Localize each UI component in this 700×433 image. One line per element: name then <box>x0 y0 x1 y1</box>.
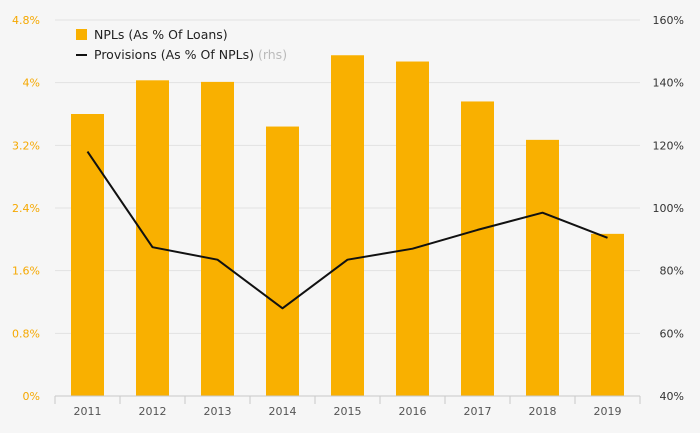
right-tick-label: 120% <box>653 139 684 152</box>
left-tick-label: 3.2% <box>12 139 40 152</box>
x-tick-label: 2017 <box>464 405 492 418</box>
npl-bar <box>201 81 234 396</box>
npl-bar <box>266 126 299 397</box>
right-tick-label: 80% <box>660 265 684 278</box>
npl-bar <box>461 101 494 396</box>
left-tick-label: 1.6% <box>12 265 40 278</box>
x-tick-label: 2011 <box>74 405 102 418</box>
npl-bar <box>396 61 429 397</box>
right-axis-ticks: 40% 60% 80% 100% 120% 140% 160% <box>653 14 684 403</box>
npl-bar <box>136 80 169 397</box>
right-tick-label: 160% <box>653 14 684 27</box>
npl-bar <box>331 55 364 396</box>
left-tick-label: 2.4% <box>12 202 40 215</box>
x-tick-label: 2018 <box>529 405 557 418</box>
x-axis-ticks: 2011 2012 2013 2014 2015 2016 2017 2018 2019 <box>54 396 641 418</box>
provisions-line-path <box>86 151 608 310</box>
npl-bar <box>526 139 559 396</box>
legend-label-provisions: Provisions (As % Of NPLs) (rhs) <box>94 47 287 62</box>
x-tick-label: 2015 <box>334 405 362 418</box>
x-tick-label: 2013 <box>204 405 232 418</box>
npl-bar <box>591 233 624 396</box>
left-tick-label: 0.8% <box>12 327 40 340</box>
npl-bars <box>71 55 624 397</box>
left-axis-ticks: 0% 0.8% 1.6% 2.4% 3.2% 4% 4.8% <box>12 14 40 403</box>
x-tick-label: 2019 <box>594 405 622 418</box>
right-tick-label: 60% <box>660 327 684 340</box>
x-tick-label: 2014 <box>269 405 297 418</box>
right-tick-label: 100% <box>653 202 684 215</box>
legend-swatch-npls <box>76 29 87 40</box>
x-tick-label: 2012 <box>139 405 167 418</box>
npl-bar <box>71 114 104 396</box>
legend-label-npls: NPLs (As % Of Loans) <box>94 27 228 42</box>
x-tick-label: 2016 <box>399 405 427 418</box>
left-tick-label: 0% <box>23 390 40 403</box>
right-tick-label: 40% <box>660 390 684 403</box>
left-tick-label: 4.8% <box>12 14 40 27</box>
legend: NPLs (As % Of Loans) Provisions (As % Of… <box>76 27 287 62</box>
left-tick-label: 4% <box>23 77 40 90</box>
provisions-line <box>86 151 608 310</box>
right-tick-label: 140% <box>653 77 684 90</box>
